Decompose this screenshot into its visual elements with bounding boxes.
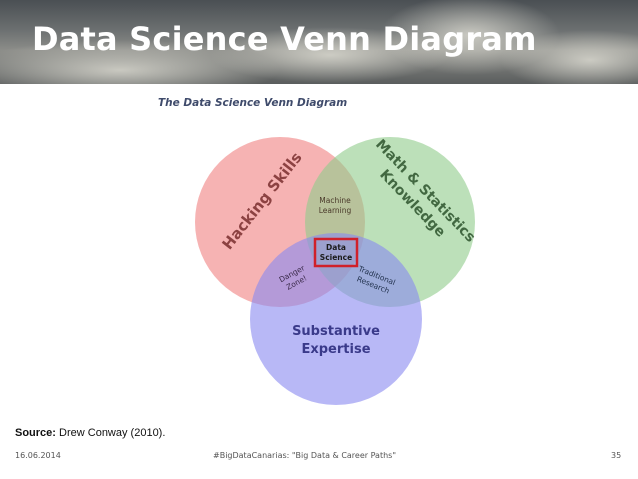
footer-date: 16.06.2014	[15, 451, 61, 460]
substantive-label-line2: Expertise	[301, 342, 370, 357]
header-banner: Data Science Venn Diagram	[0, 0, 638, 84]
footer-event: #BigDataCanarias: "Big Data & Career Pat…	[213, 451, 397, 460]
footer-page-number: 35	[611, 451, 622, 460]
venn-svg: The Data Science Venn Diagram Hacking Sk…	[158, 97, 478, 405]
source-citation: Source: Drew Conway (2010).	[15, 427, 165, 439]
machine-learning-line2: Learning	[319, 206, 352, 215]
slide-title: Data Science Venn Diagram	[32, 20, 537, 58]
data-science-line1: Data	[326, 243, 346, 252]
source-label: Source:	[15, 427, 56, 439]
source-text: Drew Conway (2010).	[59, 427, 166, 439]
venn-diagram: The Data Science Venn Diagram Hacking Sk…	[150, 92, 490, 410]
substantive-expertise-circle	[250, 233, 422, 405]
diagram-heading: The Data Science Venn Diagram	[158, 97, 347, 109]
data-science-line2: Science	[320, 253, 352, 262]
machine-learning-line1: Machine	[319, 196, 351, 205]
data-science-highlight-box	[313, 237, 359, 268]
cloud-sky-background	[0, 0, 638, 84]
substantive-label-line1: Substantive	[292, 324, 380, 339]
